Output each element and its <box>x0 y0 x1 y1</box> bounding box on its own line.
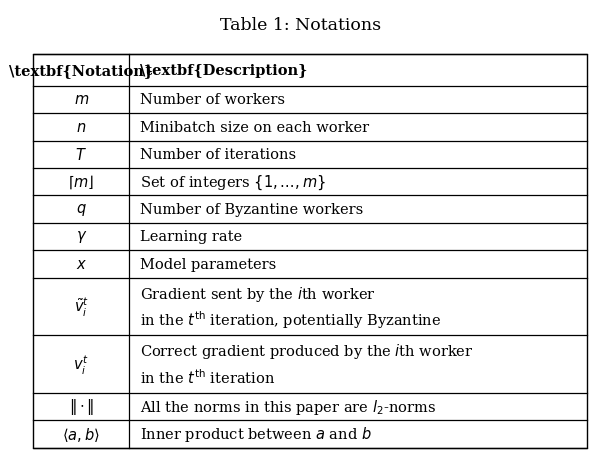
Bar <box>33 55 587 448</box>
Text: Inner product between $a$ and $b$: Inner product between $a$ and $b$ <box>140 425 372 443</box>
Text: in the $t^{\rm th}$ iteration: in the $t^{\rm th}$ iteration <box>140 368 276 386</box>
Text: $v_i^t$: $v_i^t$ <box>73 353 89 375</box>
Text: Model parameters: Model parameters <box>140 257 276 271</box>
Text: $T$: $T$ <box>75 147 87 163</box>
Text: $\|\cdot\|$: $\|\cdot\|$ <box>69 397 94 416</box>
Text: Number of Byzantine workers: Number of Byzantine workers <box>140 202 364 217</box>
Text: \textbf{Notation}: \textbf{Notation} <box>9 64 154 78</box>
Text: All the norms in this paper are $l_2$-norms: All the norms in this paper are $l_2$-no… <box>140 397 436 416</box>
Text: in the $t^{\rm th}$ iteration, potentially Byzantine: in the $t^{\rm th}$ iteration, potential… <box>140 309 441 331</box>
Text: $q$: $q$ <box>76 202 87 218</box>
Text: $n$: $n$ <box>76 121 87 134</box>
Text: Set of integers $\{1,\ldots,m\}$: Set of integers $\{1,\ldots,m\}$ <box>140 173 326 191</box>
Text: Gradient sent by the $i$th worker: Gradient sent by the $i$th worker <box>140 284 376 303</box>
Text: Correct gradient produced by the $i$th worker: Correct gradient produced by the $i$th w… <box>140 341 474 360</box>
Text: Table 1: Notations: Table 1: Notations <box>220 17 382 34</box>
Text: Learning rate: Learning rate <box>140 230 243 244</box>
Text: $\langle a, b\rangle$: $\langle a, b\rangle$ <box>63 425 100 443</box>
Text: Number of iterations: Number of iterations <box>140 148 296 162</box>
Text: \textbf{Description}: \textbf{Description} <box>140 64 308 78</box>
Text: $\lceil m \rfloor$: $\lceil m \rfloor$ <box>68 174 95 191</box>
Text: $x$: $x$ <box>76 257 87 271</box>
Text: $\tilde{v}_i^t$: $\tilde{v}_i^t$ <box>73 295 89 318</box>
Text: $\gamma$: $\gamma$ <box>76 229 87 245</box>
Text: $m$: $m$ <box>73 93 89 107</box>
Text: Minibatch size on each worker: Minibatch size on each worker <box>140 121 370 134</box>
Text: Number of workers: Number of workers <box>140 93 285 107</box>
